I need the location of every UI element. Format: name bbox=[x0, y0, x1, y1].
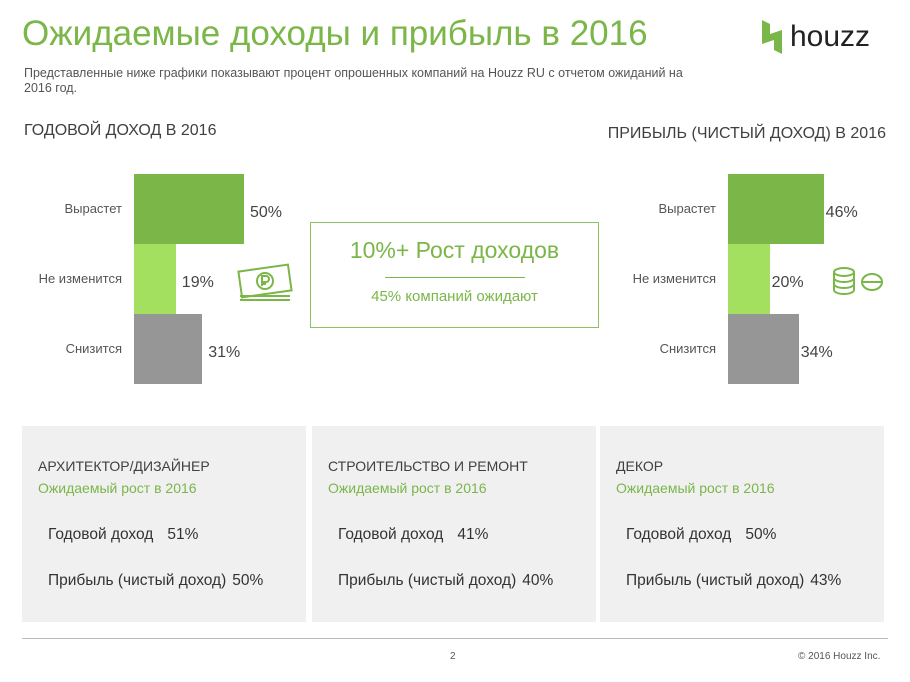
bar bbox=[728, 174, 824, 244]
ruble-banknote-icon bbox=[237, 263, 293, 301]
row-label: Годовой доход bbox=[48, 526, 154, 543]
copyright: © 2016 Houzz Inc. bbox=[798, 651, 881, 662]
row-label: Прибыль (чистый доход) bbox=[338, 572, 517, 589]
row-value: 50% bbox=[232, 572, 264, 589]
footer-divider bbox=[22, 638, 888, 639]
row-label: Прибыль (чистый доход) bbox=[48, 572, 227, 589]
logo-text: houzz bbox=[790, 20, 871, 53]
page-subtitle: Представленные ниже графики показывают п… bbox=[24, 66, 683, 95]
panel-row-profit: Прибыль (чистый доход) 40% bbox=[338, 572, 553, 590]
segment-panel: СТРОИТЕЛЬСТВО И РЕМОНТ Ожидаемый рост в … bbox=[312, 426, 596, 622]
callout-headline: 10%+ Рост доходов bbox=[349, 237, 560, 263]
panel-row-profit: Прибыль (чистый доход) 50% bbox=[48, 572, 263, 590]
category-label: Вырастет bbox=[64, 201, 122, 216]
bar-value-label: 19% bbox=[181, 274, 214, 291]
category-label: Вырастет bbox=[658, 201, 716, 216]
panel-row-revenue: Годовой доход 50% bbox=[626, 526, 776, 544]
panel-subtitle: Ожидаемый рост в 2016 bbox=[38, 480, 197, 496]
row-value: 50% bbox=[745, 526, 777, 543]
bar-value-label: 34% bbox=[800, 344, 833, 361]
chart-title-revenue: ГОДОВОЙ ДОХОД В 2016 bbox=[24, 122, 217, 139]
bar-value-label: 46% bbox=[825, 204, 858, 221]
category-label: Снизится bbox=[65, 341, 122, 356]
houzz-logo: houzz bbox=[760, 20, 870, 54]
panel-title: ДЕКОР bbox=[616, 458, 664, 474]
houzz-logo-icon bbox=[762, 20, 782, 54]
bar-value-label: 20% bbox=[771, 274, 804, 291]
panel-title: АРХИТЕКТОР/ДИЗАЙНЕР bbox=[38, 458, 210, 474]
callout-subtext: 45% компаний ожидают bbox=[371, 288, 538, 305]
bar bbox=[134, 314, 203, 384]
bar-value-label: 31% bbox=[208, 344, 241, 361]
category-label: Не изменится bbox=[632, 271, 716, 286]
panel-subtitle: Ожидаемый рост в 2016 bbox=[616, 480, 775, 496]
callout-divider bbox=[384, 277, 525, 278]
row-label: Прибыль (чистый доход) bbox=[626, 572, 805, 589]
growth-callout: 10%+ Рост доходов 45% компаний ожидают bbox=[310, 222, 599, 328]
panel-row-revenue: Годовой доход 51% bbox=[48, 526, 198, 544]
category-label: Не изменится bbox=[38, 271, 122, 286]
segment-panel: АРХИТЕКТОР/ДИЗАЙНЕР Ожидаемый рост в 201… bbox=[22, 426, 306, 622]
bar bbox=[134, 174, 244, 244]
category-label: Снизится bbox=[659, 341, 716, 356]
row-value: 51% bbox=[167, 526, 199, 543]
chart-title-profit: ПРИБЫЛЬ (ЧИСТЫЙ ДОХОД) В 2016 bbox=[607, 125, 886, 142]
bar bbox=[134, 244, 176, 314]
panel-row-profit: Прибыль (чистый доход) 43% bbox=[626, 572, 841, 590]
page-title: Ожидаемые доходы и прибыль в 2016 bbox=[22, 14, 648, 53]
segment-panel: ДЕКОР Ожидаемый рост в 2016 Годовой дохо… bbox=[600, 426, 884, 622]
panel-subtitle: Ожидаемый рост в 2016 bbox=[328, 480, 487, 496]
panel-row-revenue: Годовой доход 41% bbox=[338, 526, 488, 544]
row-value: 41% bbox=[457, 526, 489, 543]
bar-value-label: 50% bbox=[250, 204, 283, 221]
row-value: 40% bbox=[522, 572, 554, 589]
bar bbox=[728, 314, 799, 384]
row-value: 43% bbox=[810, 572, 842, 589]
page-number: 2 bbox=[450, 651, 456, 662]
coins-icon bbox=[833, 267, 883, 296]
row-label: Годовой доход bbox=[626, 526, 732, 543]
panel-title: СТРОИТЕЛЬСТВО И РЕМОНТ bbox=[328, 458, 528, 474]
row-label: Годовой доход bbox=[338, 526, 444, 543]
bar bbox=[728, 244, 770, 314]
